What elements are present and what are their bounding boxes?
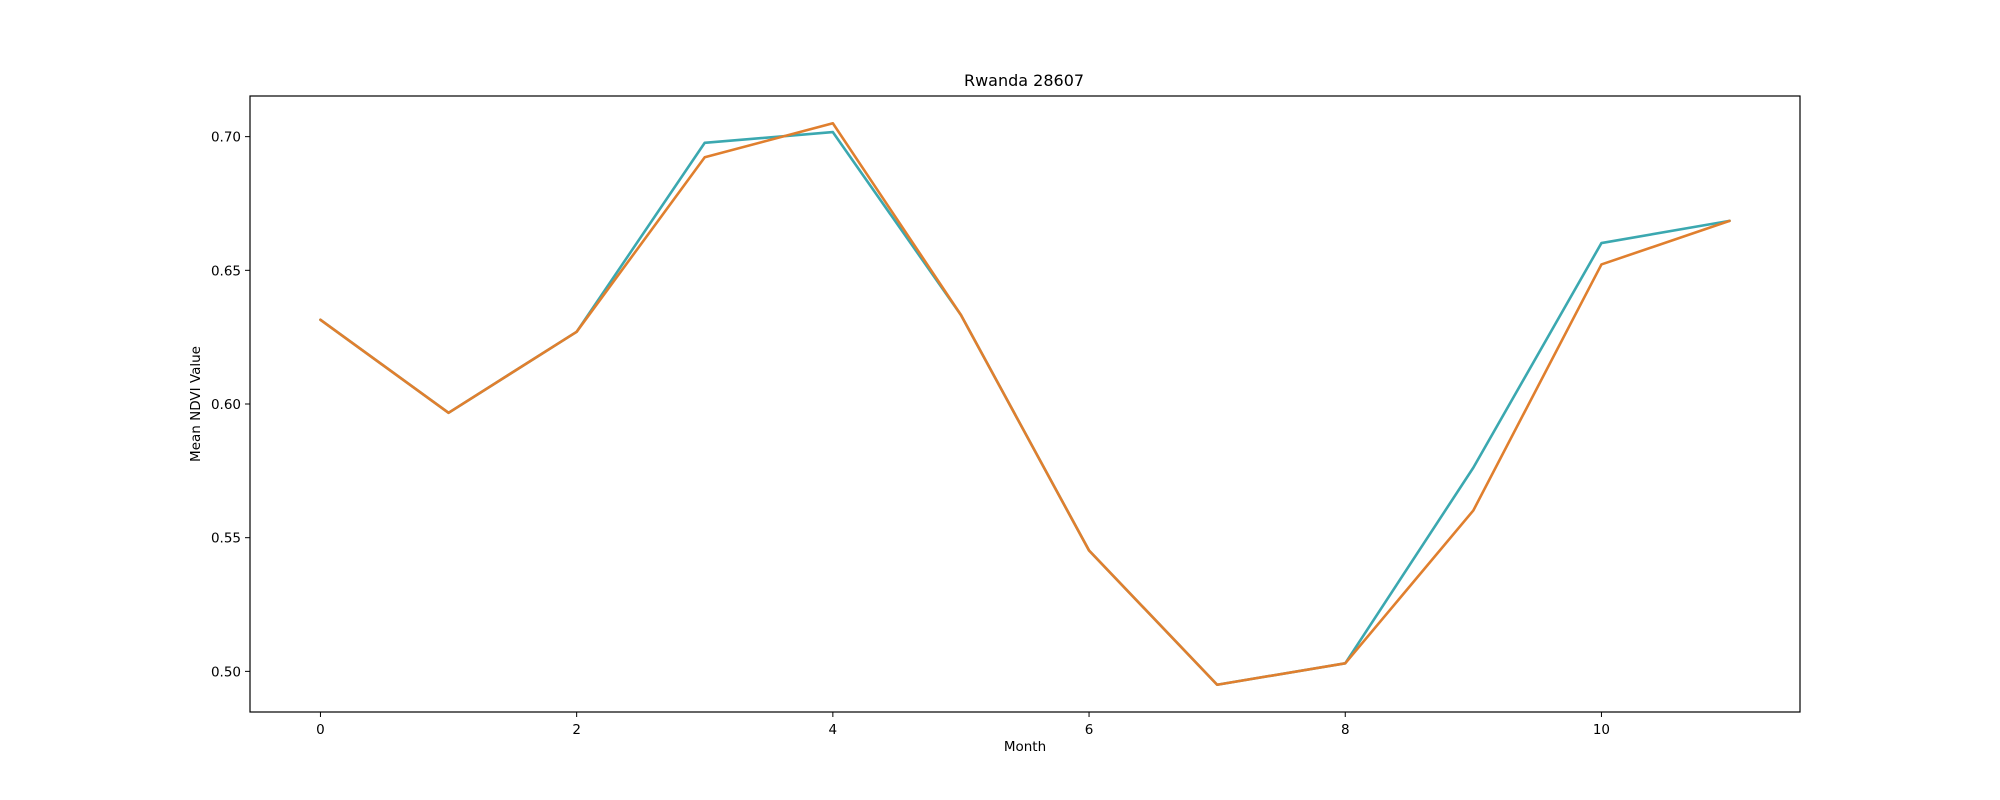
x-tick-label: 6 [1085,722,1094,738]
x-axis: 0 2 4 6 8 10 [316,712,1610,738]
series-2-line [319,121,1731,687]
y-tick-label: 0.60 [211,397,241,413]
x-tick-label: 8 [1341,722,1350,738]
y-tick-label: 0.65 [211,263,241,279]
y-tick-label: 0.55 [211,531,241,547]
y-axis: 0.50 0.55 0.60 0.65 0.70 [211,130,250,680]
x-axis-label: Month [1004,739,1046,755]
y-axis-label: Mean NDVI Value [188,346,204,462]
chart-title: Rwanda 28607 [964,71,1084,90]
x-tick-label: 0 [316,722,325,738]
x-tick-label: 10 [1593,722,1610,738]
y-tick-label: 0.50 [211,664,241,680]
series-layer [319,121,1731,687]
x-tick-label: 2 [572,722,581,738]
x-tick-label: 4 [829,722,838,738]
y-tick-label: 0.70 [211,130,241,146]
